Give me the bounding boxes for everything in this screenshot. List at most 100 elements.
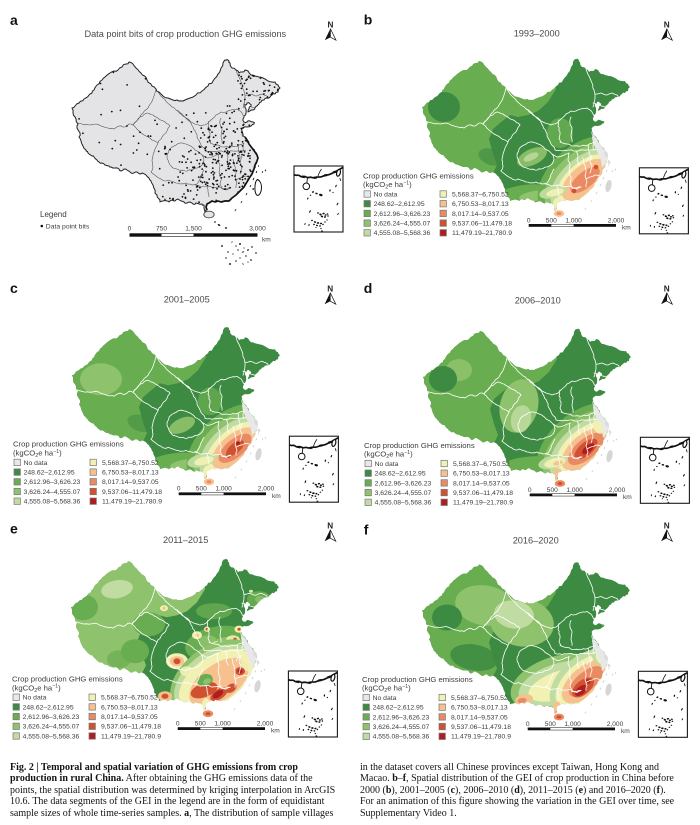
svg-text:500: 500 <box>547 487 558 494</box>
svg-text:km: km <box>621 728 630 735</box>
svg-text:9,537.06–11,479.18: 9,537.06–11,479.18 <box>452 221 512 228</box>
svg-text:Crop production GHG emissions: Crop production GHG emissions <box>363 171 474 180</box>
svg-text:1993–2000: 1993–2000 <box>514 29 560 39</box>
svg-text:2,612.96–3,626.23: 2,612.96–3,626.23 <box>24 479 81 486</box>
svg-text:1,500: 1,500 <box>185 226 202 233</box>
svg-text:11,479.19–21,780.9: 11,479.19–21,780.9 <box>101 733 161 740</box>
svg-text:6,750.53–8,017.13: 6,750.53–8,017.13 <box>453 471 510 478</box>
svg-text:11,479.19–21,780.9: 11,479.19–21,780.9 <box>453 500 513 507</box>
svg-text:248.62–2,612.95: 248.62–2,612.95 <box>375 471 426 478</box>
svg-text:3,626.24–4,555.07: 3,626.24–4,555.07 <box>24 489 81 496</box>
svg-text:6,750.53–8,017.13: 6,750.53–8,017.13 <box>102 470 159 477</box>
svg-text:Legend: Legend <box>40 210 67 219</box>
svg-text:(kgCO2e ha−1): (kgCO2e ha−1) <box>364 450 413 461</box>
svg-text:6,750.53–8,017.13: 6,750.53–8,017.13 <box>452 201 509 208</box>
svg-text:No data: No data <box>373 695 397 702</box>
svg-text:(kgCO2e ha−1): (kgCO2e ha−1) <box>12 683 61 694</box>
svg-text:5,568.37–6,750.52: 5,568.37–6,750.52 <box>102 460 159 467</box>
svg-text:Data point bits: Data point bits <box>46 224 90 231</box>
svg-text:2,612.96–3,626.23: 2,612.96–3,626.23 <box>23 714 80 721</box>
svg-text:11,479.19–21,780.9: 11,479.19–21,780.9 <box>451 734 511 741</box>
svg-text:2001–2005: 2001–2005 <box>164 294 210 304</box>
svg-text:0: 0 <box>176 721 180 728</box>
svg-text:2,000: 2,000 <box>607 721 624 728</box>
svg-text:Crop production GHG emissions: Crop production GHG emissions <box>364 441 475 450</box>
svg-text:km: km <box>623 494 632 501</box>
svg-text:Crop production GHG emissions: Crop production GHG emissions <box>362 675 473 684</box>
svg-text:km: km <box>272 493 281 500</box>
svg-text:1,000: 1,000 <box>214 721 231 728</box>
svg-text:1,000: 1,000 <box>564 721 581 728</box>
svg-text:1,000: 1,000 <box>215 486 232 493</box>
svg-text:4,555.08–5,568.36: 4,555.08–5,568.36 <box>373 734 430 741</box>
svg-text:4,555.08–5,568.36: 4,555.08–5,568.36 <box>374 230 431 237</box>
svg-text:4,555.08–5,568.36: 4,555.08–5,568.36 <box>23 733 80 740</box>
svg-text:2,612.96–3,626.23: 2,612.96–3,626.23 <box>373 714 430 721</box>
svg-text:Crop production GHG emissions: Crop production GHG emissions <box>12 675 123 684</box>
svg-text:2,612.96–3,626.23: 2,612.96–3,626.23 <box>374 211 431 218</box>
svg-text:km: km <box>622 225 631 232</box>
svg-text:N: N <box>327 20 333 29</box>
svg-text:0: 0 <box>527 217 531 224</box>
svg-text:No data: No data <box>23 695 47 702</box>
svg-text:Crop production GHG emissions: Crop production GHG emissions <box>13 440 124 449</box>
svg-text:Data point bits of crop produc: Data point bits of crop production GHG e… <box>84 29 286 39</box>
svg-text:2006–2010: 2006–2010 <box>515 295 561 305</box>
svg-text:N: N <box>664 284 670 293</box>
svg-text:3,626.24–4,555.07: 3,626.24–4,555.07 <box>373 724 430 731</box>
svg-text:11,479.19–21,780.9: 11,479.19–21,780.9 <box>452 230 512 237</box>
svg-text:km: km <box>262 237 271 244</box>
svg-text:248.62–2,612.95: 248.62–2,612.95 <box>374 201 425 208</box>
svg-text:3,626.24–4,555.07: 3,626.24–4,555.07 <box>375 490 432 497</box>
svg-text:(kgCO2e ha−1): (kgCO2e ha−1) <box>362 684 411 695</box>
svg-text:d: d <box>364 280 373 296</box>
svg-text:2011–2015: 2011–2015 <box>163 535 208 545</box>
svg-text:248.62–2,612.95: 248.62–2,612.95 <box>24 470 75 477</box>
svg-text:0: 0 <box>526 721 530 728</box>
svg-text:4,555.08–5,568.36: 4,555.08–5,568.36 <box>375 500 432 507</box>
svg-text:5,568.37–6,750.52: 5,568.37–6,750.52 <box>451 695 508 702</box>
svg-text:4,555.08–5,568.36: 4,555.08–5,568.36 <box>24 499 81 506</box>
svg-text:9,537.06–11,479.18: 9,537.06–11,479.18 <box>453 490 513 497</box>
svg-text:f: f <box>364 522 369 538</box>
svg-text:No data: No data <box>24 460 48 467</box>
svg-text:8,017.14–9,537.05: 8,017.14–9,537.05 <box>102 479 159 486</box>
svg-text:5,568.37–6,750.52: 5,568.37–6,750.52 <box>452 191 509 198</box>
svg-text:No data: No data <box>375 461 399 468</box>
svg-text:(kgCO2e ha−1): (kgCO2e ha−1) <box>363 180 412 191</box>
svg-text:3,626.24–4,555.07: 3,626.24–4,555.07 <box>23 724 80 731</box>
svg-text:N: N <box>327 284 333 293</box>
svg-text:0: 0 <box>128 226 132 233</box>
svg-text:500: 500 <box>195 721 206 728</box>
svg-text:2,000: 2,000 <box>608 217 625 224</box>
svg-text:500: 500 <box>545 721 556 728</box>
svg-text:km: km <box>271 728 280 735</box>
svg-text:2016–2020: 2016–2020 <box>513 535 559 545</box>
svg-text:2,000: 2,000 <box>257 721 274 728</box>
svg-text:N: N <box>664 521 670 530</box>
svg-text:6,750.53–8,017.13: 6,750.53–8,017.13 <box>101 704 158 711</box>
svg-text:0: 0 <box>177 486 181 493</box>
svg-text:750: 750 <box>156 226 167 233</box>
svg-text:500: 500 <box>196 486 207 493</box>
svg-text:a: a <box>10 12 18 28</box>
svg-text:6,750.53–8,017.13: 6,750.53–8,017.13 <box>451 705 508 712</box>
svg-text:2,000: 2,000 <box>609 487 626 494</box>
svg-text:9,537.06–11,479.18: 9,537.06–11,479.18 <box>101 724 161 731</box>
svg-text:N: N <box>327 521 333 530</box>
svg-text:e: e <box>10 521 18 537</box>
svg-text:2,612.96–3,626.23: 2,612.96–3,626.23 <box>375 480 432 487</box>
svg-text:(kgCO2e ha−1): (kgCO2e ha−1) <box>13 449 62 460</box>
svg-text:9,537.06–11,479.18: 9,537.06–11,479.18 <box>102 489 162 496</box>
svg-text:8,017.14–9,537.05: 8,017.14–9,537.05 <box>101 714 158 721</box>
svg-text:1,000: 1,000 <box>565 217 582 224</box>
svg-text:5,568.37–6,750.52: 5,568.37–6,750.52 <box>453 461 510 468</box>
svg-text:3,000: 3,000 <box>249 226 266 233</box>
svg-text:2,000: 2,000 <box>258 486 275 493</box>
svg-text:N: N <box>664 20 670 29</box>
svg-text:8,017.14–9,537.05: 8,017.14–9,537.05 <box>453 480 510 487</box>
svg-text:8,017.14–9,537.05: 8,017.14–9,537.05 <box>452 211 509 218</box>
svg-text:No data: No data <box>374 191 398 198</box>
svg-text:3,626.24–4,555.07: 3,626.24–4,555.07 <box>374 221 431 228</box>
svg-text:5,568.37–6,750.52: 5,568.37–6,750.52 <box>101 695 158 702</box>
